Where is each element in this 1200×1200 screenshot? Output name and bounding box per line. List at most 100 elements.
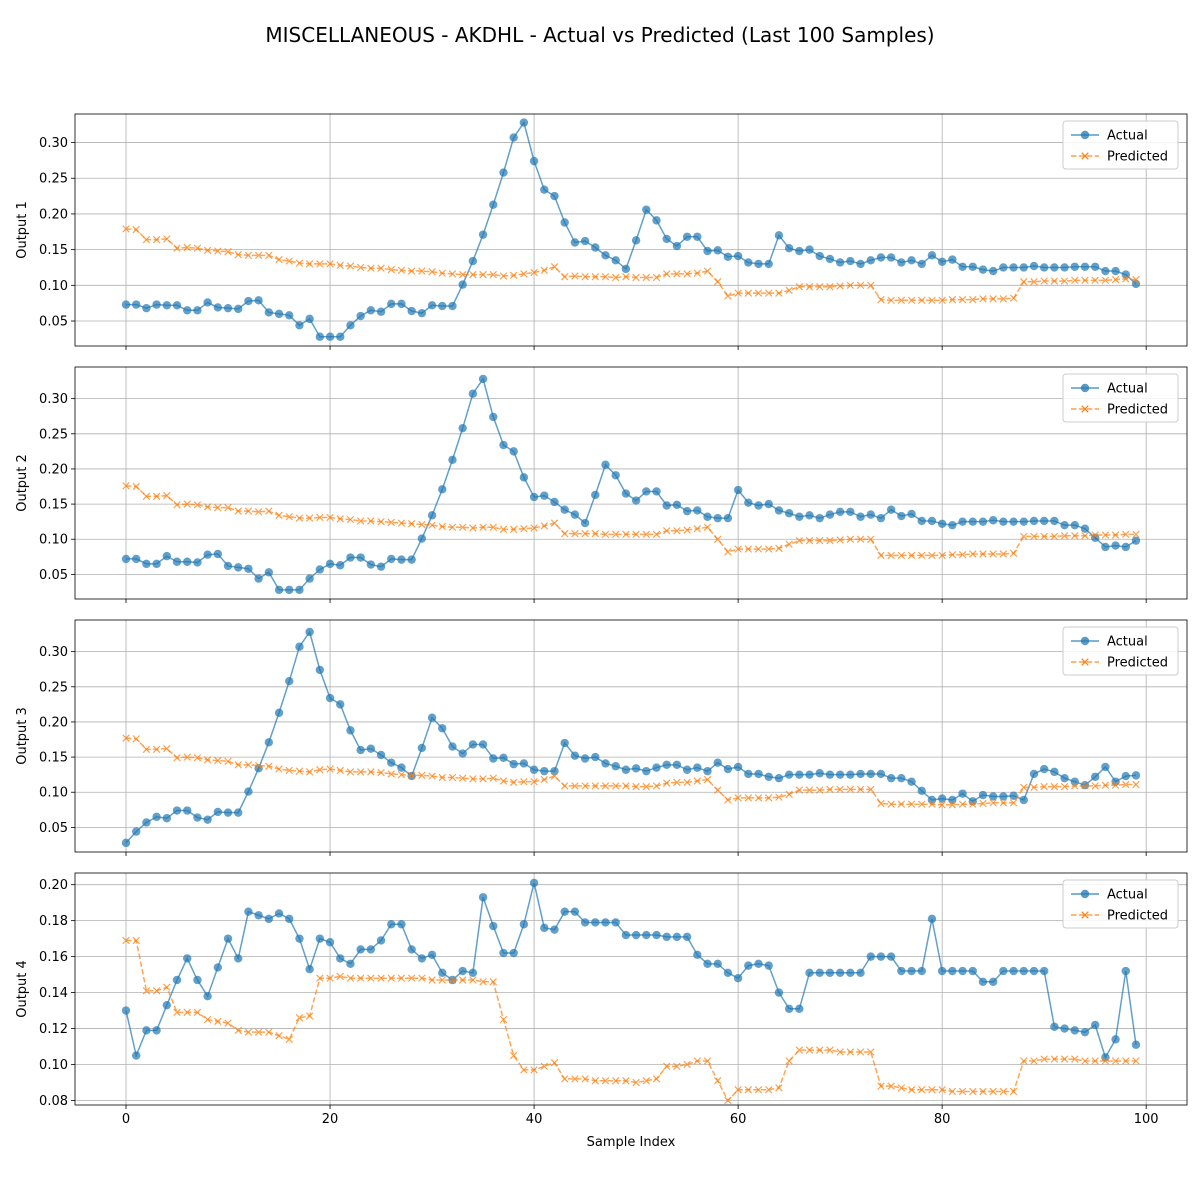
predicted-point (356, 517, 365, 525)
actual-point (356, 945, 365, 954)
actual-point (621, 930, 631, 940)
actual-point (1131, 279, 1141, 289)
predicted-point (958, 800, 967, 808)
actual-point (468, 968, 478, 978)
actual-point (407, 306, 416, 316)
actual-point (489, 200, 498, 209)
actual-point (121, 838, 131, 848)
actual-point (662, 760, 671, 770)
actual-point (580, 518, 590, 528)
legend: Actual Predicted (1062, 373, 1179, 423)
predicted-point (418, 771, 426, 780)
y-tick-label: 0.25 (39, 172, 68, 187)
actual-point (1019, 795, 1028, 805)
actual-point (805, 511, 814, 520)
actual-point (591, 243, 600, 252)
predicted-point (693, 524, 702, 533)
actual-point (795, 512, 804, 521)
actual-point (315, 565, 325, 574)
actual-point (774, 231, 784, 240)
predicted-point (224, 248, 232, 256)
predicted-point (1050, 277, 1059, 285)
legend: Actual Predicted (1062, 626, 1179, 676)
predicted-point (1030, 278, 1038, 286)
actual-point (183, 954, 192, 963)
actual-point (448, 301, 457, 311)
actual-point (132, 300, 141, 309)
predicted-point (520, 524, 528, 533)
predicted-point (193, 244, 202, 252)
actual-point (499, 753, 508, 762)
x-tick-label: 40 (526, 1112, 543, 1127)
actual-point (142, 559, 151, 569)
actual-point (499, 440, 508, 450)
actual-point (1029, 966, 1039, 976)
actual-point (223, 561, 233, 571)
predicted-point (346, 974, 355, 982)
actual-point (234, 563, 243, 572)
predicted-point (1111, 1057, 1120, 1065)
predicted-point (193, 1008, 202, 1017)
actual-point (682, 506, 692, 516)
predicted-point (877, 1082, 885, 1090)
predicted-point (438, 773, 446, 782)
figure-title: MISCELLANEOUS - AKDHL - Actual vs Predic… (265, 23, 934, 47)
actual-point (519, 473, 529, 482)
predicted-point (448, 270, 457, 278)
predicted-point (999, 295, 1008, 303)
predicted-point (560, 1075, 569, 1083)
actual-point (417, 308, 427, 318)
actual-point (519, 759, 529, 768)
actual-point (805, 770, 814, 779)
predicted-point (448, 976, 457, 984)
predicted-point (1040, 1055, 1048, 1063)
predicted-point (969, 295, 977, 304)
actual-point (764, 259, 773, 269)
predicted-point (356, 974, 365, 982)
predicted-point (448, 773, 457, 782)
actual-point (295, 934, 304, 943)
predicted-point (591, 1076, 600, 1085)
predicted-point (305, 1012, 314, 1020)
predicted-point (1020, 783, 1028, 792)
actual-point (570, 751, 580, 760)
predicted-point (958, 550, 967, 559)
predicted-point (581, 782, 589, 790)
actual-point (958, 966, 967, 976)
predicted-point (1020, 532, 1028, 541)
actual-point (325, 559, 335, 569)
predicted-point (1122, 275, 1130, 283)
legend: Actual Predicted (1062, 879, 1179, 929)
predicted-point (703, 775, 712, 784)
series-line-predicted (125, 228, 1137, 302)
predicted-point (989, 295, 997, 303)
series-actual (121, 878, 1141, 1062)
actual-point (489, 921, 498, 931)
predicted-point (428, 976, 436, 984)
legend-label: Actual (1107, 635, 1148, 650)
predicted-point (581, 273, 589, 281)
actual-point (1131, 1040, 1141, 1049)
actual-point (764, 772, 773, 781)
actual-point (784, 244, 794, 253)
actual-point (784, 509, 794, 518)
actual-point (1070, 520, 1079, 530)
actual-point (193, 975, 202, 985)
predicted-point (856, 281, 865, 290)
actual-point (937, 519, 947, 528)
predicted-point (122, 225, 130, 233)
actual-point (876, 952, 886, 961)
actual-point (652, 930, 661, 940)
actual-point (580, 236, 590, 246)
predicted-point (754, 545, 763, 553)
y-tick-label: 0.20 (39, 207, 68, 222)
y-tick-label: 0.16 (39, 950, 68, 965)
actual-point (662, 932, 671, 942)
actual-point (417, 743, 427, 753)
predicted-point (805, 1046, 814, 1054)
legend-box (1062, 626, 1179, 676)
actual-point (499, 168, 508, 177)
predicted-point (816, 283, 824, 291)
actual-point (223, 808, 233, 817)
actual-point (642, 766, 651, 776)
